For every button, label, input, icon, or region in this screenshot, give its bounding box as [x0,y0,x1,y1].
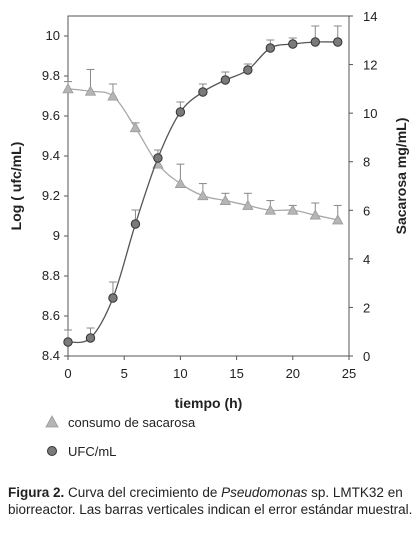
data-point-sucrose [309,209,321,220]
data-point-ufc [243,65,253,75]
x-tick-label: 0 [64,366,71,381]
y-left-tick-label: 9 [53,228,60,243]
x-tick-label: 20 [286,366,300,381]
data-point-ufc [130,219,141,229]
x-tick-label: 10 [173,366,187,381]
y-right-tick-label: 0 [363,349,370,364]
data-point-sucrose [129,121,142,133]
y-left-axis-title: Log ( ufc/mL) [8,142,24,231]
y-right-tick-label: 6 [363,203,370,218]
legend-circle-icon [47,446,57,456]
caption-text-before: Curva del crecimiento de [64,485,222,500]
data-point-ufc [175,107,186,117]
data-point-sucrose [84,85,97,96]
data-point-ufc [265,43,276,53]
data-point-ufc [310,37,320,47]
y-left-tick-label: 9.8 [42,68,60,83]
data-point-sucrose [264,204,276,215]
y-right-tick-label: 10 [363,106,377,121]
data-point-ufc [198,87,208,97]
data-point-sucrose [287,204,299,215]
chart: 0 5 10 15 20 25 8.4 8.6 8.8 9 9.2 9.4 9.6 9.8 10 0 2 4 6 8 1… [8,9,409,459]
legend-triangle-icon [45,415,59,428]
y-right-tick-label: 8 [363,155,370,170]
x-axis-title: tiempo (h) [175,395,243,411]
y-left-tick-label: 9.2 [42,188,60,203]
data-point-sucrose [219,194,232,205]
data-point-ufc [220,75,231,85]
y-left-tick-label: 9.4 [42,148,60,163]
x-tick-label: 15 [229,366,243,381]
data-point-sucrose [107,90,119,101]
caption-text-after: sp. LMTK32 en biorreactor. Las barras ve… [8,485,413,517]
y-right-tick-label: 2 [363,300,370,315]
y-left-tick-label: 9.6 [42,108,60,123]
legend-label-sucrose: consumo de sacarosa [68,415,196,430]
data-point-sucrose [62,83,74,94]
data-point-ufc [85,333,96,343]
data-point-ufc [108,293,118,303]
caption-organism: Pseudomonas [221,485,308,500]
y-right-tick-label: 14 [363,9,377,24]
y-left-tick-label: 8.4 [42,348,60,363]
legend-label-ufc: UFC/mL [68,444,116,459]
figure-caption: Figura 2. Curva del crecimiento de Pseud… [8,484,413,518]
y-right-axis-title: Sacarosa mg/mL) [393,118,409,235]
data-point-ufc [333,37,343,47]
y-left-tick-label: 8.6 [42,308,60,323]
data-point-ufc [63,337,73,347]
plot-frame [67,15,350,357]
data-point-ufc [153,153,163,163]
data-point-ufc [288,39,298,49]
y-left-tick-label: 10 [46,28,60,43]
y-left-tick-label: 8.8 [42,268,60,283]
data-point-sucrose [197,189,209,201]
y-right-tick-label: 12 [363,58,377,73]
x-tick-label: 25 [342,366,356,381]
y-right-tick-label: 4 [363,252,370,267]
x-tick-label: 5 [121,366,128,381]
data-point-sucrose [174,177,187,188]
caption-label: Figura 2. [8,485,65,500]
data-point-sucrose [332,214,344,225]
series-line-sucrose [67,88,338,221]
data-point-sucrose [242,199,254,210]
